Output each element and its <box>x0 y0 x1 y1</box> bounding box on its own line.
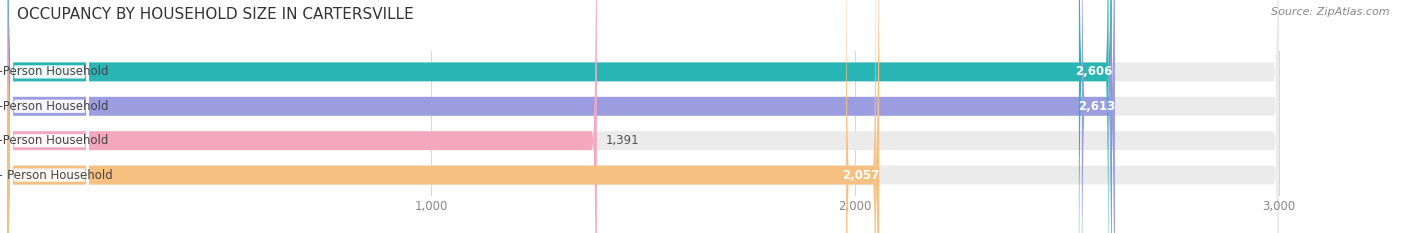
Text: Source: ZipAtlas.com: Source: ZipAtlas.com <box>1271 7 1389 17</box>
FancyBboxPatch shape <box>7 0 1115 233</box>
FancyBboxPatch shape <box>10 0 89 233</box>
FancyBboxPatch shape <box>1078 0 1108 233</box>
FancyBboxPatch shape <box>7 0 596 233</box>
FancyBboxPatch shape <box>7 0 1279 233</box>
Text: 2-Person Household: 2-Person Household <box>0 100 108 113</box>
FancyBboxPatch shape <box>7 0 1112 233</box>
FancyBboxPatch shape <box>10 0 89 233</box>
Text: 1-Person Household: 1-Person Household <box>0 65 108 78</box>
FancyBboxPatch shape <box>846 0 876 233</box>
Text: OCCUPANCY BY HOUSEHOLD SIZE IN CARTERSVILLE: OCCUPANCY BY HOUSEHOLD SIZE IN CARTERSVI… <box>17 7 413 22</box>
FancyBboxPatch shape <box>7 0 1279 233</box>
FancyBboxPatch shape <box>7 0 1279 233</box>
Text: 1,391: 1,391 <box>606 134 638 147</box>
FancyBboxPatch shape <box>7 0 879 233</box>
Text: 2,613: 2,613 <box>1078 100 1115 113</box>
Text: 4+ Person Household: 4+ Person Household <box>0 169 112 182</box>
FancyBboxPatch shape <box>10 0 89 233</box>
FancyBboxPatch shape <box>7 0 1279 233</box>
Text: 2,057: 2,057 <box>842 169 880 182</box>
FancyBboxPatch shape <box>10 0 89 233</box>
Text: 2,606: 2,606 <box>1076 65 1112 78</box>
Text: 3-Person Household: 3-Person Household <box>0 134 108 147</box>
FancyBboxPatch shape <box>1081 0 1112 233</box>
